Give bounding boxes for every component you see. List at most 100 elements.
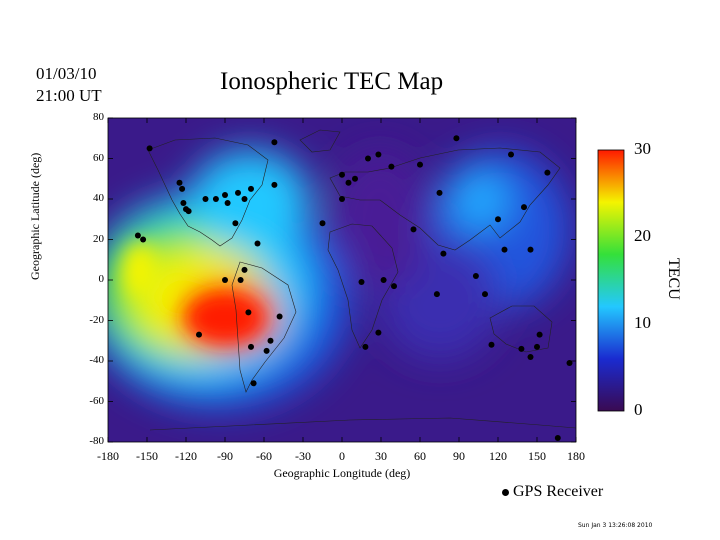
- y-tick-label: -60: [89, 394, 104, 407]
- gps-receiver-marker: [544, 169, 551, 176]
- gps-receiver-marker: [508, 151, 514, 158]
- gps-receiver-marker: [235, 189, 241, 196]
- x-tick-label: 90: [453, 449, 465, 463]
- gps-receiver-marker: [267, 337, 274, 344]
- gps-receiver-marker: [482, 291, 488, 298]
- gps-receiver-marker: [254, 240, 261, 247]
- x-tick-label: 180: [567, 449, 585, 463]
- gps-receiver-marker: [339, 171, 345, 178]
- gps-receiver-marker: [358, 279, 365, 286]
- time-label: 21:00 UT: [36, 86, 102, 105]
- gps-receiver-marker: [245, 309, 252, 316]
- gps-receiver-marker: [212, 196, 219, 202]
- gps-receiver-marker: [536, 331, 543, 338]
- gps-receiver-marker: [224, 200, 231, 207]
- x-tick-label: 60: [414, 449, 426, 463]
- gps-receiver-marker: [271, 181, 278, 188]
- y-axis-label: Geographic Latitude (deg): [28, 152, 42, 280]
- legend: GPS Receiver: [502, 483, 603, 501]
- gps-receiver-marker: [521, 204, 527, 211]
- y-tick-label: 40: [93, 192, 104, 204]
- gps-receiver-marker: [527, 353, 534, 360]
- y-tick-label: 80: [93, 111, 104, 123]
- gps-receiver-marker: [339, 196, 345, 202]
- colorbar-tick-label: 0: [634, 400, 643, 419]
- x-tick-label: -120: [175, 449, 197, 463]
- y-tick-label: 0: [98, 273, 105, 285]
- gps-receiver-marker: [232, 220, 239, 227]
- gps-receiver-marker: [134, 232, 141, 239]
- gps-receiver-marker: [271, 139, 278, 146]
- x-tick-label: -30: [295, 449, 311, 463]
- x-tick-label: -60: [256, 449, 272, 463]
- gps-receiver-marker: [375, 329, 382, 336]
- gps-receiver-marker: [436, 189, 443, 196]
- coastlines: [147, 129, 576, 431]
- gps-receiver-marker: [176, 179, 183, 186]
- gps-receiver-marker: [179, 185, 186, 192]
- gps-receiver-marker: [250, 380, 257, 387]
- gps-receiver-marker: [518, 345, 525, 352]
- gps-receiver-marker: [417, 161, 423, 168]
- gps-receiver-marker: [501, 246, 508, 253]
- gps-receiver-marker: [196, 331, 202, 338]
- gps-receiver-marker: [362, 343, 369, 350]
- gps-receiver-marker: [534, 343, 540, 350]
- gps-receiver-marker: [391, 283, 397, 290]
- gps-receiver-marker: [222, 191, 228, 198]
- axis-ticks: [107, 117, 577, 443]
- x-axis-label: Geographic Longitude (deg): [273, 466, 411, 480]
- map-title: Ionospheric TEC Map: [220, 68, 444, 95]
- gps-receiver-marker: [241, 196, 248, 202]
- colorbar-tick-label: 20: [634, 226, 651, 245]
- gps-receiver-marker: [140, 236, 147, 243]
- gps-receiver-marker: [527, 246, 534, 253]
- gps-receiver-marker: [453, 135, 460, 142]
- gps-receiver-marker: [222, 277, 228, 283]
- gps-receiver-marker: [375, 151, 382, 158]
- gps-receiver-marker: [263, 347, 270, 354]
- date-label: 01/03/10: [36, 64, 97, 83]
- gps-receivers: [134, 135, 573, 441]
- gps-receiver-marker: [146, 145, 153, 152]
- x-tick-label: -150: [136, 449, 158, 463]
- gps-receiver-marker: [276, 313, 283, 320]
- gps-receiver-marker: [433, 291, 440, 298]
- tec-heatmap: [108, 118, 576, 442]
- gps-receiver-marker: [440, 250, 447, 257]
- gps-receiver-marker: [352, 175, 358, 182]
- gps-receiver-marker: [488, 341, 495, 348]
- gps-receiver-marker: [241, 266, 248, 273]
- gps-receiver-marker: [248, 343, 254, 350]
- y-tick-label: -40: [89, 354, 104, 366]
- y-tick-label: -80: [89, 435, 104, 447]
- colorbar-label: TECU: [665, 258, 682, 300]
- x-tick-label: -90: [217, 449, 233, 463]
- gps-receiver-marker: [380, 277, 387, 283]
- gps-receiver-marker: [472, 272, 479, 279]
- gps-receiver-marker: [248, 185, 254, 192]
- gps-receiver-marker: [365, 155, 371, 162]
- gps-receiver-marker: [554, 434, 561, 441]
- x-tick-label: -180: [97, 449, 119, 463]
- x-tick-label: 0: [339, 449, 345, 463]
- y-tick-label: 60: [93, 151, 104, 164]
- gps-receiver-marker: [410, 226, 417, 233]
- colorbar: [597, 149, 625, 412]
- gps-receiver-marker: [185, 208, 192, 215]
- legend-label: GPS Receiver: [513, 483, 604, 500]
- gps-receiver-marker: [319, 220, 326, 227]
- gps-receiver-marker: [388, 163, 395, 170]
- x-tick-label: 150: [528, 449, 546, 463]
- y-tick-label: -20: [89, 313, 104, 326]
- gps-receiver-marker: [180, 200, 187, 207]
- gps-receiver-marker: [495, 216, 501, 223]
- x-tick-label: 120: [489, 449, 507, 463]
- footer-timestamp: Sun Jan 3 13:26:08 2010: [578, 522, 653, 529]
- colorbar-tick-label: 10: [634, 313, 651, 332]
- gps-receiver-marker: [202, 196, 209, 202]
- y-tick-label: 20: [93, 232, 104, 245]
- gps-receiver-marker: [237, 277, 244, 283]
- colorbar-tick-label: 30: [634, 139, 651, 158]
